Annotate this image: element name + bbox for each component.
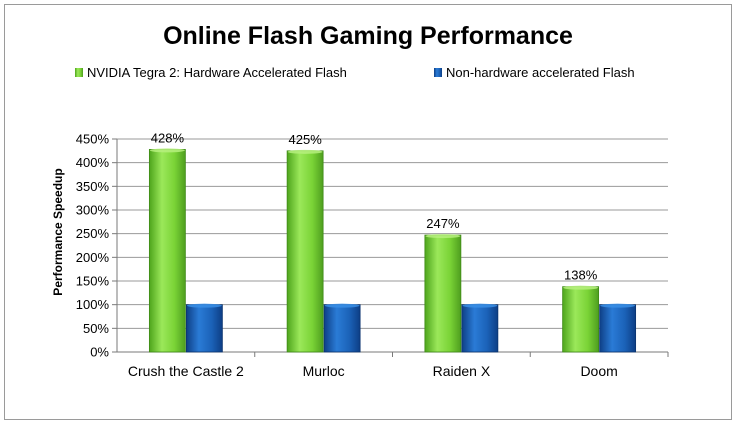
legend-label-series-1: NVIDIA Tegra 2: Hardware Accelerated Fla… bbox=[87, 65, 347, 80]
y-tick-label: 300% bbox=[76, 203, 110, 218]
bar-top bbox=[186, 303, 222, 308]
bar-top bbox=[462, 303, 498, 308]
y-tick-label: 150% bbox=[76, 274, 110, 289]
data-label: 425% bbox=[289, 132, 323, 147]
legend-swatch-series-1 bbox=[75, 68, 83, 77]
y-tick-label: 100% bbox=[76, 297, 110, 312]
bar-hardware-accelerated bbox=[148, 149, 186, 353]
legend-swatch-series-2 bbox=[434, 68, 442, 77]
x-axis-ticks: Crush the Castle 2 Murloc Raiden X Doom bbox=[128, 352, 669, 379]
data-label: 428% bbox=[151, 130, 185, 145]
bar-top bbox=[287, 149, 323, 154]
bar-non-hardware-accelerated bbox=[185, 304, 223, 353]
bar-hardware-accelerated bbox=[562, 286, 600, 353]
data-label: 138% bbox=[564, 268, 598, 283]
y-tick-label: 0% bbox=[90, 345, 109, 360]
bar-top bbox=[324, 303, 360, 308]
legend: NVIDIA Tegra 2: Hardware Accelerated Fla… bbox=[75, 65, 635, 80]
x-tick-label: Doom bbox=[580, 363, 617, 379]
bar-top bbox=[149, 148, 185, 153]
y-tick-label: 350% bbox=[76, 179, 110, 194]
y-tick-label: 450% bbox=[76, 132, 110, 147]
bar-top bbox=[563, 285, 599, 290]
bar-non-hardware-accelerated bbox=[461, 304, 499, 353]
y-tick-label: 250% bbox=[76, 226, 110, 241]
y-tick-label: 200% bbox=[76, 250, 110, 265]
y-tick-label: 400% bbox=[76, 155, 110, 170]
bars: 428% 425% 247% 138% bbox=[148, 130, 637, 353]
chart-title: Online Flash Gaming Performance bbox=[163, 22, 573, 50]
y-tick-label: 50% bbox=[83, 321, 109, 336]
data-label: 247% bbox=[426, 216, 460, 231]
bar-top bbox=[600, 303, 636, 308]
x-tick-label: Crush the Castle 2 bbox=[128, 363, 244, 379]
legend-label-series-2: Non-hardware accelerated Flash bbox=[446, 65, 635, 80]
bar-hardware-accelerated bbox=[286, 150, 324, 353]
bar-non-hardware-accelerated bbox=[599, 304, 637, 353]
y-axis-label: Performance Speedup bbox=[51, 168, 65, 295]
bar-hardware-accelerated bbox=[424, 234, 462, 353]
bar-non-hardware-accelerated bbox=[323, 304, 361, 353]
bar-top bbox=[425, 234, 461, 239]
x-tick-label: Murloc bbox=[303, 363, 345, 379]
x-tick-label: Raiden X bbox=[433, 363, 491, 379]
y-axis-ticks: 0% 50% 100% 150% 200% 250% 300% 350% 400% 450% bbox=[76, 132, 118, 360]
